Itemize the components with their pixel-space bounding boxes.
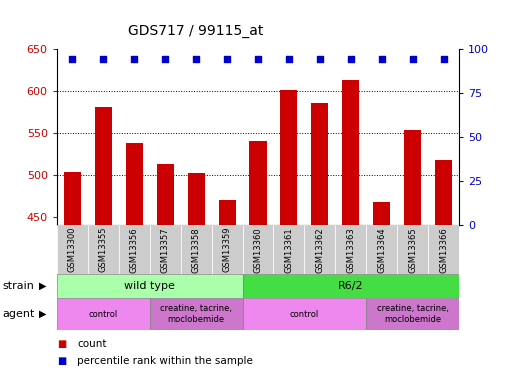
Point <box>99 56 107 62</box>
Text: GSM13362: GSM13362 <box>315 227 325 273</box>
Point <box>316 56 324 62</box>
Bar <box>57 298 150 330</box>
Bar <box>243 225 273 274</box>
Point <box>223 56 231 62</box>
Text: GSM13358: GSM13358 <box>191 227 201 273</box>
Text: GSM13300: GSM13300 <box>68 227 77 273</box>
Text: control: control <box>290 310 319 319</box>
Bar <box>304 225 335 274</box>
Bar <box>374 202 391 225</box>
Text: R6/2: R6/2 <box>338 281 364 291</box>
Text: GSM13363: GSM13363 <box>346 227 356 273</box>
Text: GSM13361: GSM13361 <box>284 227 294 273</box>
Bar <box>119 225 150 274</box>
Bar <box>405 130 422 225</box>
Text: ■: ■ <box>57 339 66 349</box>
Text: GSM13366: GSM13366 <box>439 227 448 273</box>
Bar <box>343 80 360 225</box>
Bar <box>150 225 181 274</box>
Bar <box>273 225 304 274</box>
Text: GSM13365: GSM13365 <box>408 227 417 273</box>
Text: GSM13360: GSM13360 <box>253 227 263 273</box>
Text: GSM13357: GSM13357 <box>160 227 170 273</box>
Point <box>347 56 355 62</box>
Text: control: control <box>89 310 118 319</box>
Text: GSM13356: GSM13356 <box>130 227 139 273</box>
Text: strain: strain <box>3 281 35 291</box>
Bar <box>63 172 80 225</box>
Bar <box>366 298 459 330</box>
Text: ▶: ▶ <box>39 281 46 291</box>
Bar <box>212 225 243 274</box>
Text: GSM13359: GSM13359 <box>222 227 232 273</box>
Point <box>161 56 169 62</box>
Point <box>130 56 138 62</box>
Point <box>68 56 76 62</box>
Bar <box>335 225 366 274</box>
Text: GDS717 / 99115_at: GDS717 / 99115_at <box>128 24 264 38</box>
Bar <box>243 274 459 298</box>
Bar <box>436 160 452 225</box>
Bar <box>188 173 205 225</box>
Bar <box>312 103 329 225</box>
Bar <box>366 225 397 274</box>
Bar <box>157 164 173 225</box>
Bar <box>428 225 459 274</box>
Text: ■: ■ <box>57 356 66 366</box>
Bar <box>397 225 428 274</box>
Text: agent: agent <box>3 309 35 319</box>
Bar <box>57 225 88 274</box>
Bar <box>88 225 119 274</box>
Bar <box>150 298 243 330</box>
Bar <box>95 108 111 225</box>
Bar <box>219 200 235 225</box>
Point <box>254 56 262 62</box>
Point <box>285 56 293 62</box>
Point <box>378 56 386 62</box>
Bar <box>126 143 143 225</box>
Text: percentile rank within the sample: percentile rank within the sample <box>77 356 253 366</box>
Bar <box>181 225 212 274</box>
Text: creatine, tacrine,
moclobemide: creatine, tacrine, moclobemide <box>160 304 232 324</box>
Text: ▶: ▶ <box>39 309 46 319</box>
Point <box>192 56 200 62</box>
Bar <box>281 90 298 225</box>
Bar <box>250 141 266 225</box>
Text: wild type: wild type <box>124 281 175 291</box>
Point <box>440 56 448 62</box>
Bar <box>243 298 366 330</box>
Text: GSM13364: GSM13364 <box>377 227 386 273</box>
Text: count: count <box>77 339 107 349</box>
Text: creatine, tacrine,
moclobemide: creatine, tacrine, moclobemide <box>377 304 449 324</box>
Bar <box>57 274 243 298</box>
Point <box>409 56 417 62</box>
Text: GSM13355: GSM13355 <box>99 227 108 273</box>
